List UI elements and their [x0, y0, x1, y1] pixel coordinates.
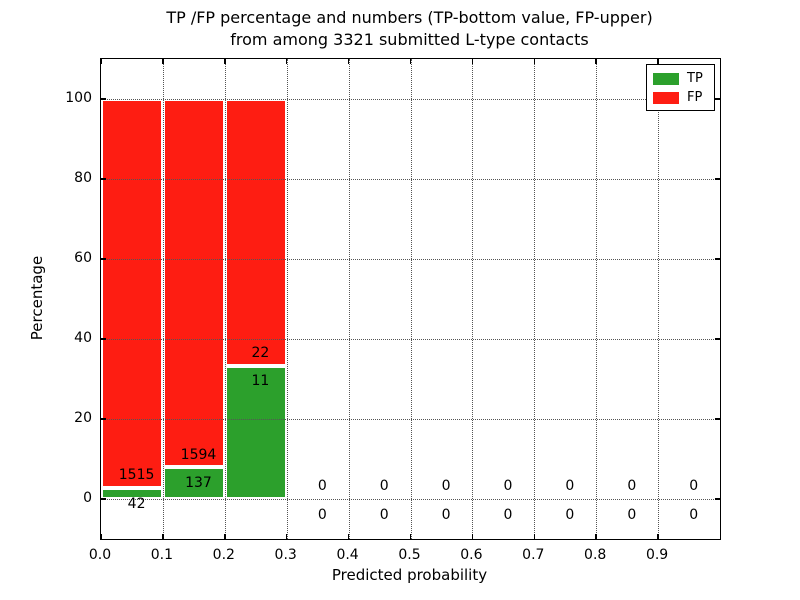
x-gridline: [286, 59, 288, 539]
fp-count-label: 1594: [180, 446, 217, 463]
y-tick-mark: [101, 498, 106, 500]
x-tick-mark: [595, 534, 597, 539]
bar-fp-segment: [162, 99, 225, 468]
x-tick-label: 0.8: [584, 547, 607, 563]
plot-area: 1515 42 1594 137 22 11 0 0 0 0 0 0 0 0 0 0 0 0 0 0: [100, 58, 721, 540]
x-tick-mark: [162, 534, 164, 539]
fp-count-label: 0: [503, 478, 513, 495]
bar-fp-segment: [101, 99, 163, 489]
chart-title: TP /FP percentage and numbers (TP-bottom…: [100, 7, 719, 51]
y-tick-mark: [101, 338, 106, 340]
y-axis-label: Percentage: [28, 255, 46, 341]
tp-count-label: 137: [185, 474, 212, 491]
fp-count-label: 0: [565, 478, 575, 495]
y-tick-label: 20: [74, 410, 92, 426]
chart-title-line1: TP /FP percentage and numbers (TP-bottom…: [166, 8, 653, 27]
y-tick-mark-right: [715, 258, 720, 260]
fp-count-label: 0: [441, 478, 451, 495]
x-tick-mark: [657, 534, 659, 539]
x-tick-mark: [471, 534, 474, 539]
x-tick-label: 0.5: [398, 547, 421, 563]
tp-count-label: 0: [441, 506, 451, 523]
y-tick-mark: [101, 98, 106, 100]
x-gridline: [224, 59, 226, 539]
chart-title-line2: from among 3321 submitted L-type contact…: [230, 30, 589, 49]
tp-count-label: 11: [251, 373, 270, 390]
y-tick-label: 40: [74, 330, 92, 346]
fp-count-label: 0: [317, 478, 327, 495]
x-tick-mark: [100, 534, 102, 539]
y-tick-mark: [101, 258, 106, 260]
x-gridline: [410, 59, 412, 539]
x-tick-label: 0.7: [522, 547, 545, 563]
x-tick-mark: [409, 534, 412, 539]
tp-count-label: 0: [503, 506, 513, 523]
fp-legend-swatch: [653, 91, 679, 104]
x-gridline: [658, 59, 660, 539]
x-tick-mark: [224, 534, 226, 539]
x-gridline: [162, 59, 164, 539]
x-gridline: [348, 59, 350, 539]
tp-legend-label: TP: [687, 71, 703, 86]
tp-legend-swatch: [653, 72, 679, 85]
x-tick-mark-top: [285, 59, 288, 64]
legend-entry-fp: FP: [653, 88, 714, 107]
x-gridline: [534, 59, 536, 539]
fp-legend-label: FP: [687, 90, 703, 105]
bar-tp-segment: [101, 488, 163, 499]
tp-count-label: 0: [379, 506, 389, 523]
y-tick-mark-right: [715, 338, 720, 340]
x-tick-mark-top: [471, 59, 474, 64]
x-gridline: [596, 59, 598, 539]
y-tick-label: 80: [74, 170, 92, 186]
legend: TP FP: [646, 64, 715, 111]
x-tick-label: 0.6: [460, 547, 483, 563]
y-tick-mark: [101, 418, 106, 420]
x-tick-label: 0.3: [274, 547, 297, 563]
x-tick-mark: [533, 534, 536, 539]
tp-count-label: 42: [127, 495, 146, 512]
y-tick-label: 100: [65, 90, 92, 106]
fp-count-label: 0: [689, 478, 699, 495]
x-axis-label: Predicted probability: [331, 566, 488, 584]
x-tick-mark: [285, 534, 288, 539]
y-tick-mark-right: [715, 178, 720, 180]
x-tick-label: 0.4: [336, 547, 359, 563]
x-tick-label: 0.1: [150, 547, 174, 563]
y-tick-label: 60: [74, 250, 92, 266]
x-tick-mark-top: [347, 59, 350, 64]
fp-count-label: 0: [627, 478, 637, 495]
y-tick-mark: [101, 178, 106, 180]
x-gridline: [472, 59, 474, 539]
x-tick-mark-top: [595, 59, 597, 64]
x-tick-label: 0.9: [645, 547, 669, 563]
x-tick-mark-top: [409, 59, 412, 64]
y-tick-mark-right: [715, 498, 720, 500]
fp-count-label: 0: [379, 478, 389, 495]
x-tick-label: 0.0: [88, 547, 112, 563]
y-tick-label: 0: [83, 490, 92, 506]
tp-count-label: 0: [317, 506, 327, 523]
y-tick-mark-right: [715, 98, 720, 100]
x-tick-mark-top: [162, 59, 164, 64]
tp-count-label: 0: [689, 506, 699, 523]
x-tick-mark-top: [100, 59, 102, 64]
x-tick-mark-top: [657, 59, 659, 64]
tp-count-label: 0: [565, 506, 575, 523]
x-tick-label: 0.2: [212, 547, 235, 563]
legend-entry-tp: TP: [653, 69, 714, 88]
tp-count-label: 0: [627, 506, 637, 523]
bar-tp-segment: [162, 467, 225, 499]
x-tick-mark-top: [533, 59, 536, 64]
x-tick-mark: [347, 534, 350, 539]
bar-fp-segment: [224, 99, 287, 366]
fp-count-label: 1515: [118, 467, 155, 484]
y-tick-mark-right: [715, 418, 720, 420]
x-tick-mark-top: [224, 59, 226, 64]
fp-count-label: 22: [251, 344, 270, 361]
